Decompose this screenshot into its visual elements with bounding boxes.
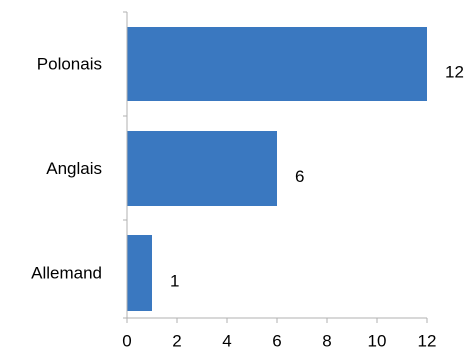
data-label-allemand: 1 — [170, 272, 179, 291]
data-label-anglais: 6 — [295, 167, 304, 186]
category-label-anglais: Anglais — [46, 159, 102, 178]
category-label-allemand: Allemand — [31, 264, 102, 283]
x-tick-label: 10 — [368, 332, 387, 351]
x-tick-label: 8 — [322, 332, 331, 351]
bars-group — [127, 27, 427, 311]
data-label-polonais: 12 — [445, 63, 464, 82]
x-tick-label: 12 — [418, 332, 437, 351]
bar-polonais — [127, 27, 427, 101]
x-tick-label: 6 — [272, 332, 281, 351]
category-label-polonais: Polonais — [37, 55, 102, 74]
bar-allemand — [127, 235, 152, 311]
labels-group: Polonais 12 Anglais 6 Allemand 1 — [31, 55, 464, 291]
x-tick-label: 4 — [222, 332, 231, 351]
x-tick-label: 0 — [122, 332, 131, 351]
axes-group: 0 2 4 6 8 10 12 — [122, 11, 437, 351]
bar-anglais — [127, 131, 277, 206]
x-tick-label: 2 — [172, 332, 181, 351]
